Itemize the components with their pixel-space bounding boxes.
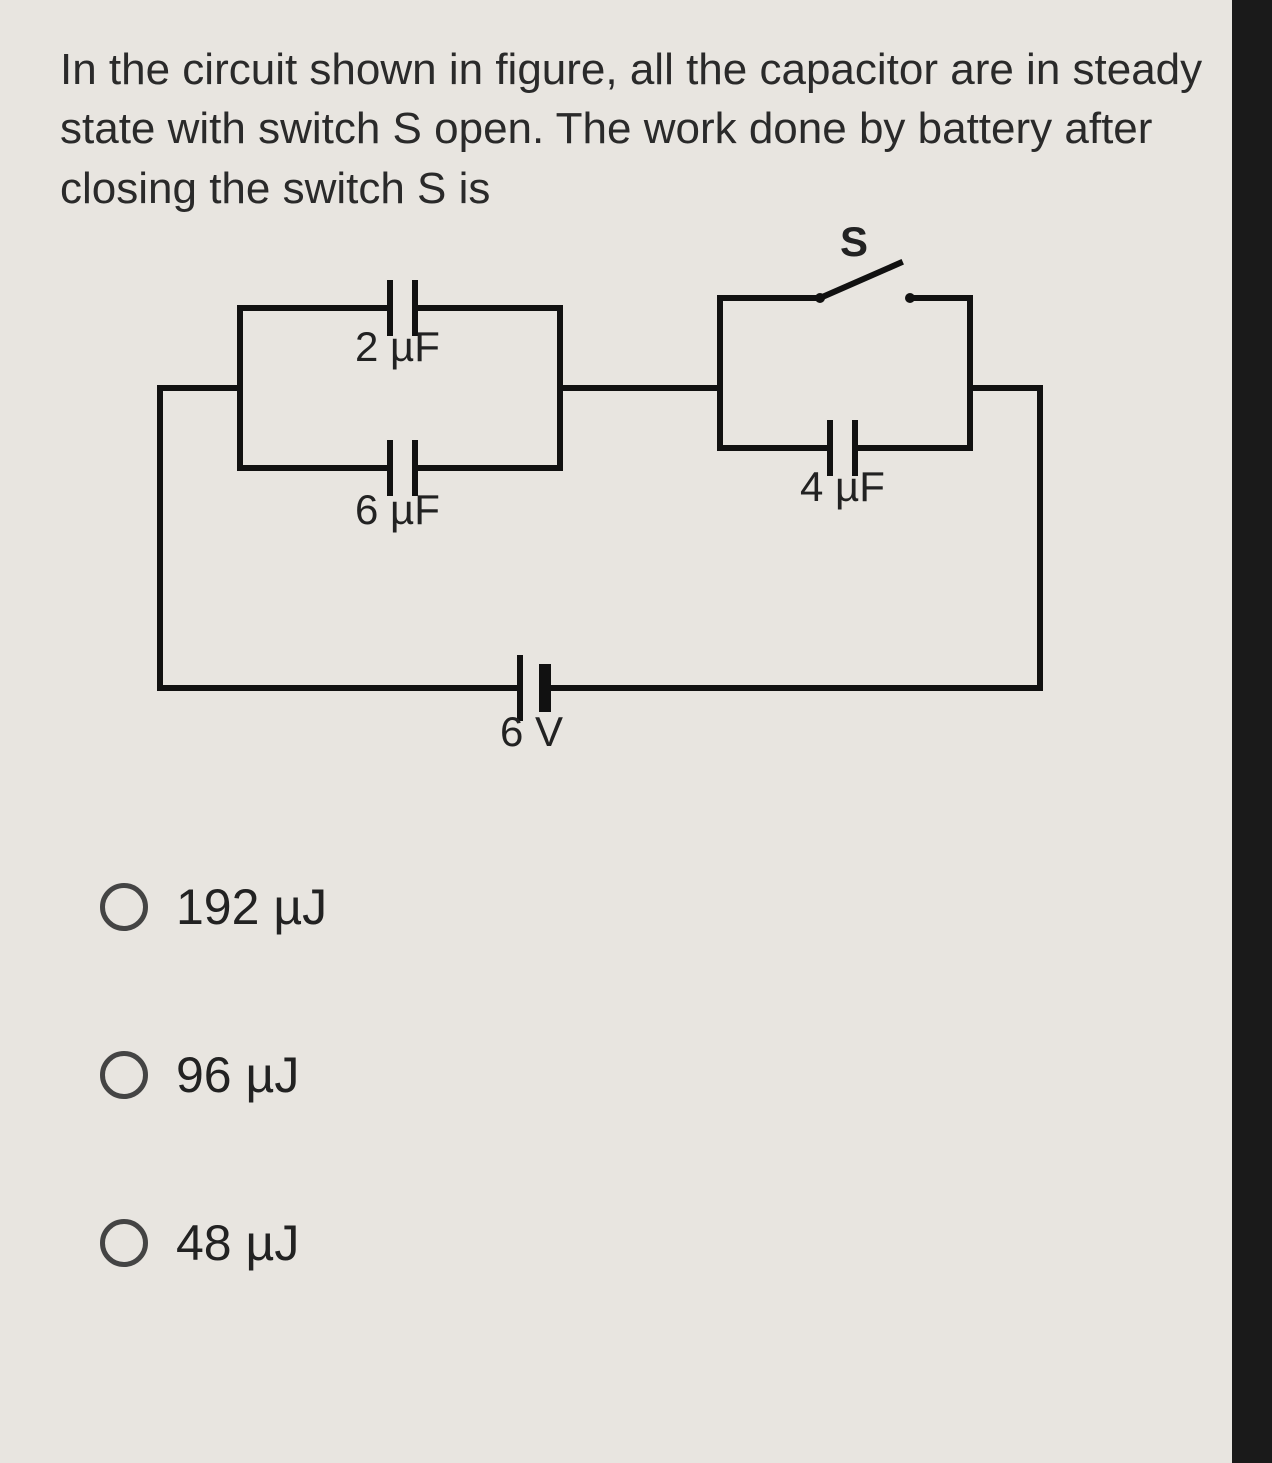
radio-icon xyxy=(100,883,148,931)
label-battery: 6 V xyxy=(500,708,563,756)
radio-icon xyxy=(100,1051,148,1099)
label-6uf: 6 µF xyxy=(355,486,440,534)
radio-icon xyxy=(100,1219,148,1267)
option-1[interactable]: 192 µJ xyxy=(100,878,1232,936)
question-text: In the circuit shown in figure, all the … xyxy=(60,40,1232,218)
circuit-svg xyxy=(100,258,1100,778)
circuit-diagram: 2 µF 6 µF 4 µF S 6 V xyxy=(100,258,1100,778)
label-4uf: 4 µF xyxy=(800,463,885,511)
options-list: 192 µJ 96 µJ 48 µJ xyxy=(100,878,1232,1272)
label-switch: S xyxy=(840,218,868,266)
option-2[interactable]: 96 µJ xyxy=(100,1046,1232,1104)
page-root: In the circuit shown in figure, all the … xyxy=(0,0,1272,1463)
label-2uf: 2 µF xyxy=(355,323,440,371)
option-2-label: 96 µJ xyxy=(176,1046,299,1104)
device-bezel xyxy=(1232,0,1272,1463)
option-3-label: 48 µJ xyxy=(176,1214,299,1272)
switch-pivot xyxy=(815,293,825,303)
option-1-label: 192 µJ xyxy=(176,878,327,936)
option-3[interactable]: 48 µJ xyxy=(100,1214,1232,1272)
switch-arm xyxy=(820,263,900,298)
